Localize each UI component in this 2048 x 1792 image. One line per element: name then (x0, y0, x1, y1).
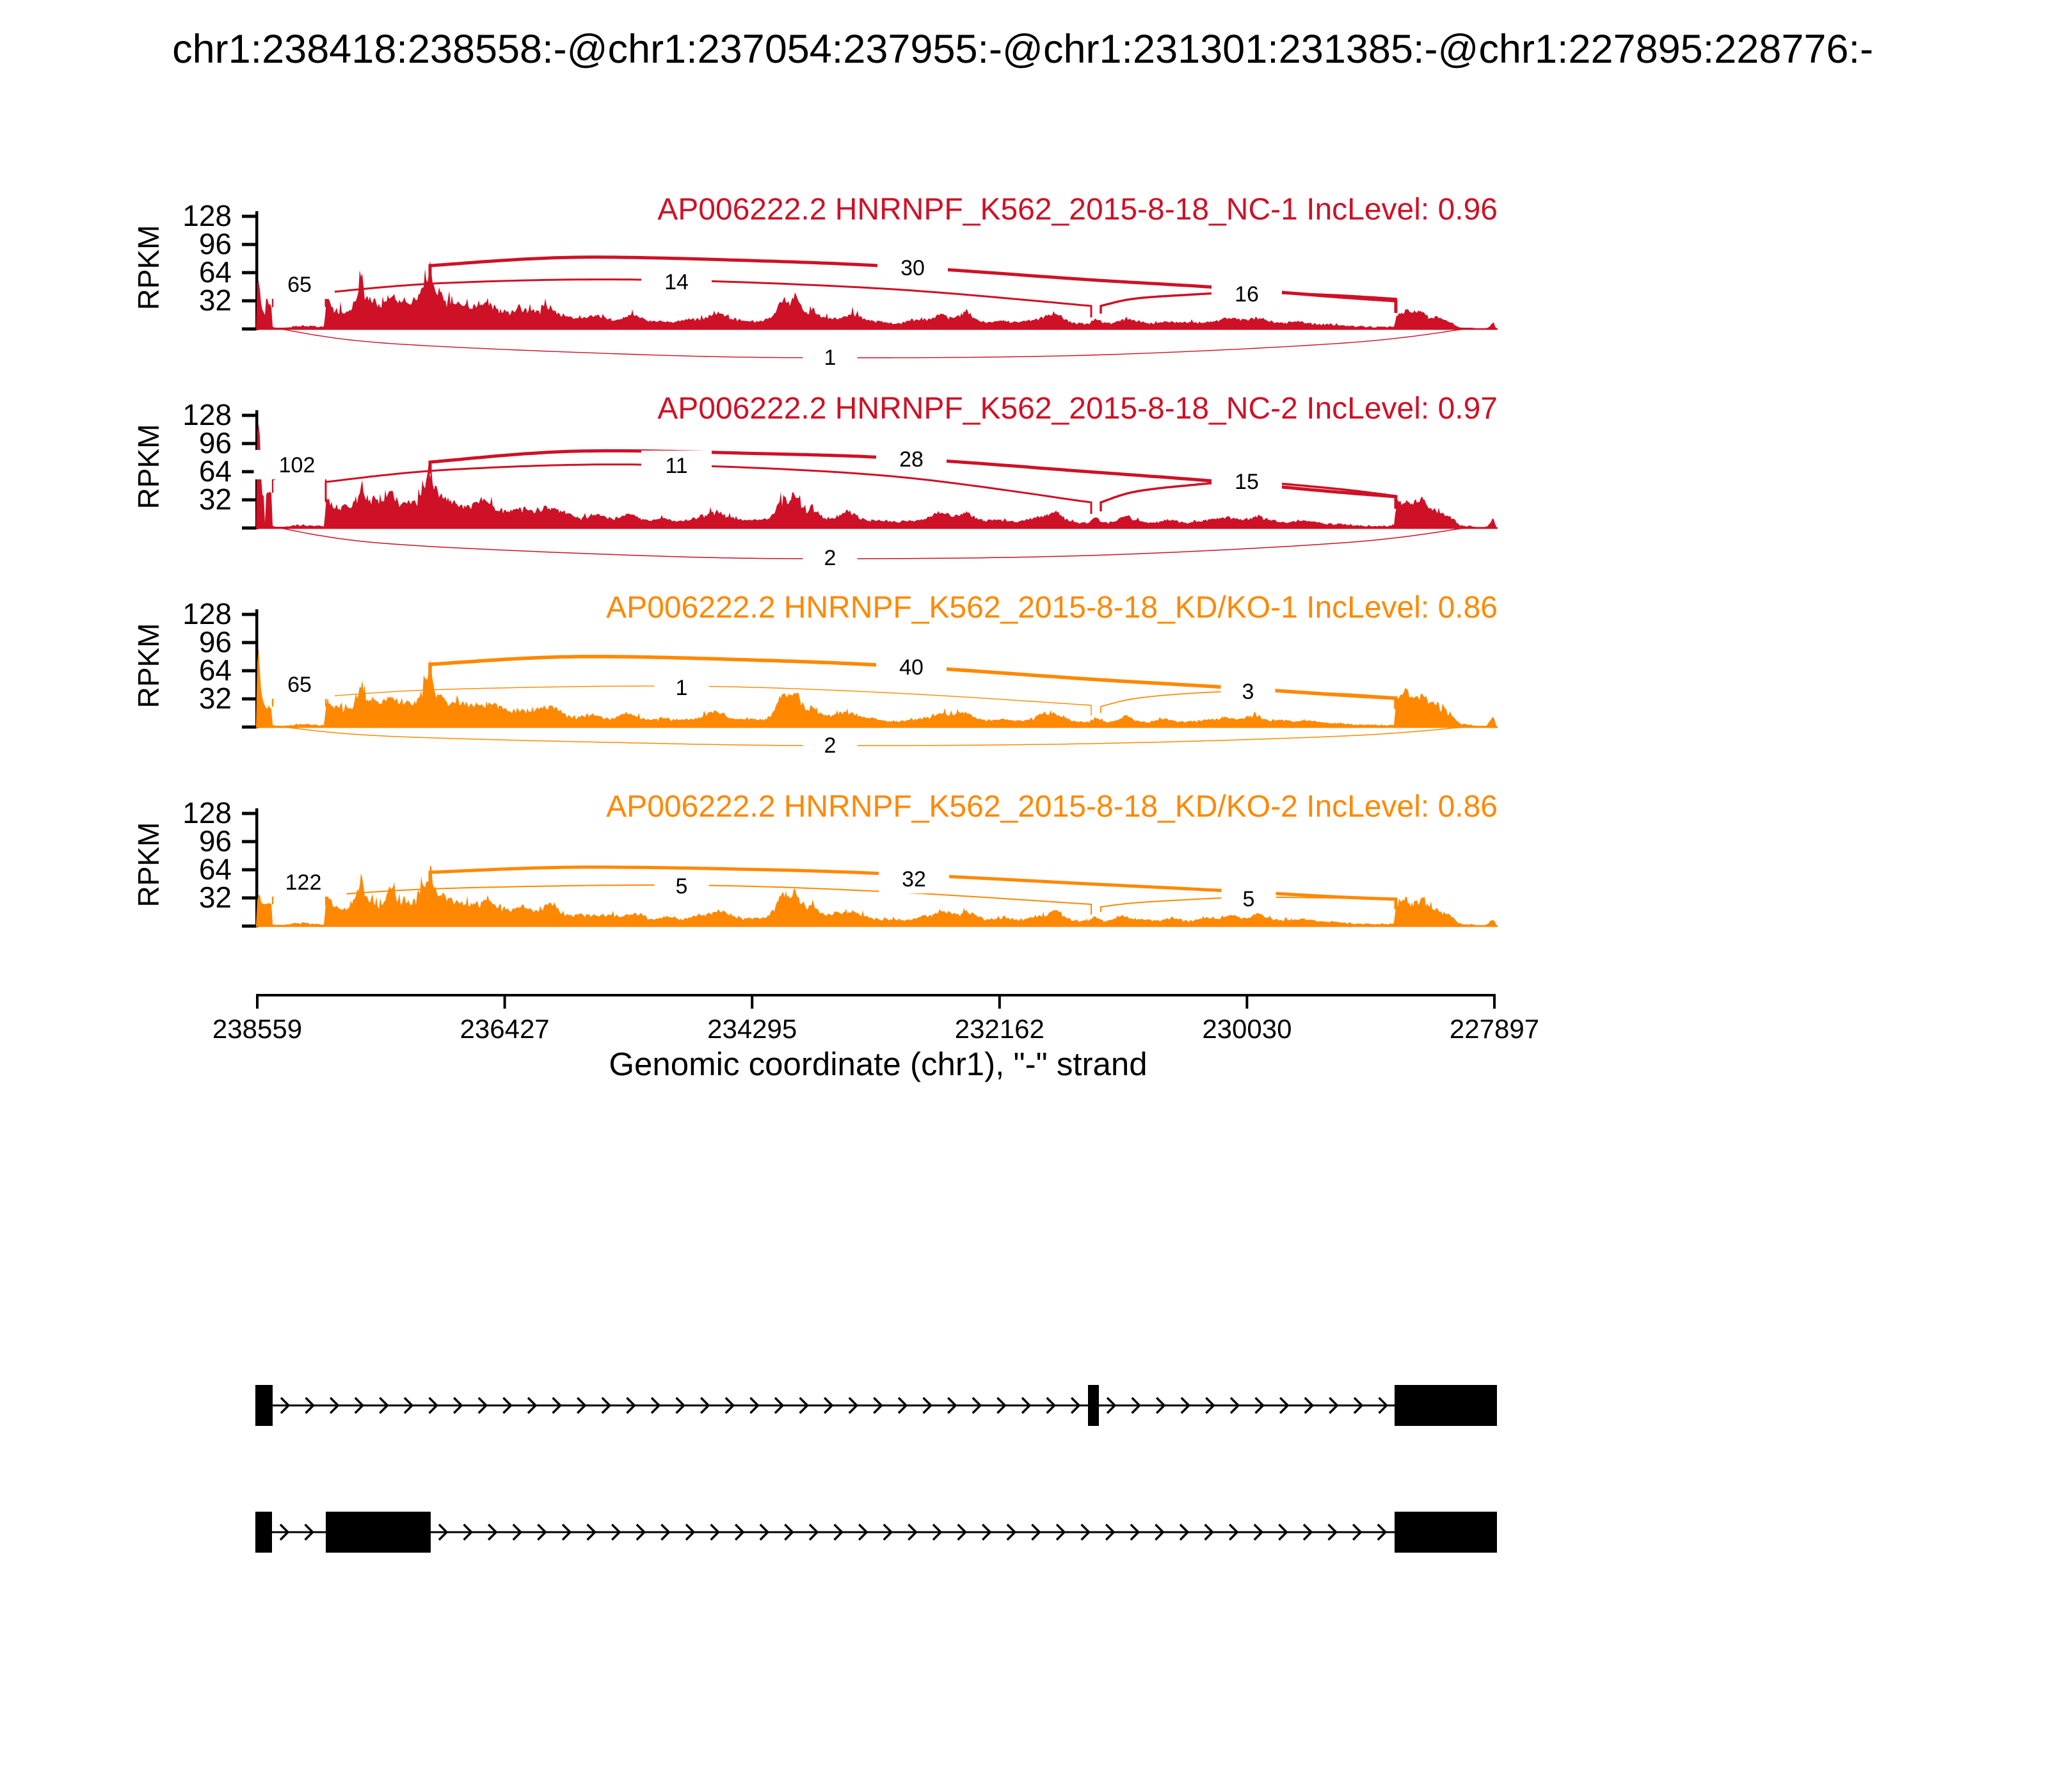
svg-text:238559: 238559 (212, 1014, 302, 1044)
svg-text:65: 65 (287, 273, 312, 297)
svg-text:96: 96 (199, 227, 232, 260)
svg-text:64: 64 (199, 454, 232, 488)
svg-text:32: 32 (199, 483, 232, 516)
svg-text:RPKM: RPKM (132, 424, 165, 509)
svg-text:230030: 230030 (1202, 1014, 1292, 1044)
svg-text:96: 96 (199, 625, 232, 659)
svg-text:AP006222.2 HNRNPF_K562_2015-8-: AP006222.2 HNRNPF_K562_2015-8-18_NC-2 In… (657, 392, 1498, 426)
svg-text:RPKM: RPKM (132, 822, 165, 908)
svg-text:2: 2 (824, 733, 836, 758)
svg-text:96: 96 (199, 426, 232, 460)
svg-text:15: 15 (1235, 470, 1259, 494)
svg-text:5: 5 (676, 874, 688, 899)
svg-text:32: 32 (199, 284, 232, 317)
svg-text:65: 65 (287, 673, 312, 697)
svg-text:128: 128 (182, 597, 232, 630)
svg-text:128: 128 (182, 796, 232, 829)
svg-text:chr1:238418:238558:-@chr1:2370: chr1:238418:238558:-@chr1:237054:237955:… (172, 27, 1873, 72)
svg-text:234295: 234295 (707, 1014, 797, 1044)
svg-text:14: 14 (664, 270, 689, 294)
svg-text:96: 96 (199, 824, 232, 858)
svg-text:AP006222.2 HNRNPF_K562_2015-8-: AP006222.2 HNRNPF_K562_2015-8-18_KD/KO-2… (606, 790, 1498, 824)
svg-text:236427: 236427 (460, 1014, 550, 1044)
svg-text:3: 3 (1242, 680, 1254, 704)
svg-text:28: 28 (899, 447, 924, 472)
svg-text:11: 11 (665, 454, 687, 478)
svg-text:128: 128 (182, 398, 232, 431)
svg-text:40: 40 (899, 655, 924, 680)
svg-text:128: 128 (182, 199, 232, 232)
svg-text:30: 30 (900, 256, 925, 280)
svg-text:232162: 232162 (955, 1014, 1044, 1044)
svg-text:122: 122 (285, 870, 322, 895)
svg-text:2: 2 (824, 546, 836, 570)
svg-text:1: 1 (676, 676, 688, 700)
svg-text:Genomic coordinate (chr1), "-": Genomic coordinate (chr1), "-" strand (609, 1046, 1147, 1082)
svg-text:RPKM: RPKM (132, 225, 165, 310)
svg-text:5: 5 (1243, 887, 1255, 911)
svg-text:AP006222.2 HNRNPF_K562_2015-8-: AP006222.2 HNRNPF_K562_2015-8-18_KD/KO-1… (606, 591, 1498, 625)
svg-text:64: 64 (199, 255, 232, 289)
svg-text:32: 32 (199, 881, 232, 914)
svg-text:1: 1 (824, 346, 836, 370)
svg-text:AP006222.2 HNRNPF_K562_2015-8-: AP006222.2 HNRNPF_K562_2015-8-18_NC-1 In… (657, 193, 1498, 227)
svg-text:16: 16 (1235, 282, 1259, 307)
svg-text:227897: 227897 (1450, 1014, 1539, 1044)
svg-text:RPKM: RPKM (132, 623, 165, 708)
svg-text:64: 64 (199, 852, 232, 886)
svg-text:32: 32 (902, 867, 926, 892)
svg-text:102: 102 (279, 453, 316, 477)
svg-text:32: 32 (199, 682, 232, 715)
svg-text:64: 64 (199, 653, 232, 687)
